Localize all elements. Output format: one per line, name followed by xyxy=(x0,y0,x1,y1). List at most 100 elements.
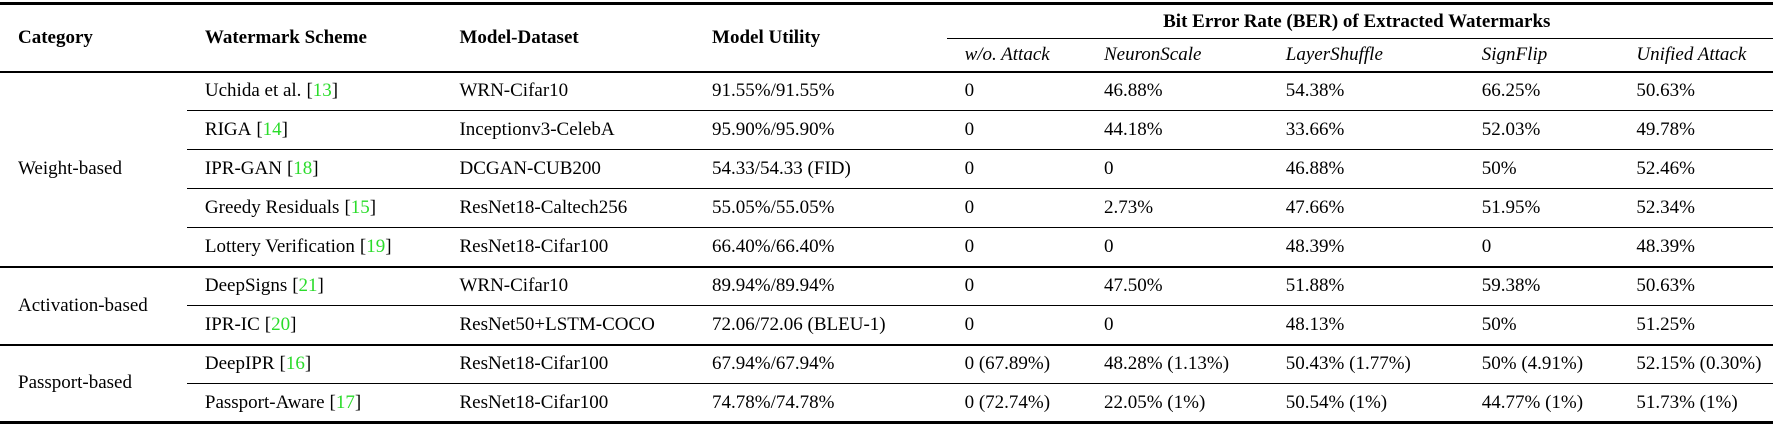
citation-number: 20 xyxy=(271,313,291,335)
column-header-category: Category xyxy=(0,3,187,73)
scheme-cell: RIGA [14] xyxy=(186,110,442,150)
citation-link[interactable]: [21] xyxy=(292,275,324,296)
scheme-name: IPR-IC xyxy=(204,313,260,335)
ber-neuronscale-cell: 0 xyxy=(1085,149,1268,189)
column-header-model-utility: Model Utility xyxy=(694,3,947,73)
bracket-close: ] xyxy=(331,80,339,102)
scheme-name: Uchida et al. xyxy=(204,80,302,102)
bracket-close: ] xyxy=(385,235,392,257)
model-utility-cell: 74.78%/74.78% xyxy=(694,383,947,423)
scheme-name: IPR-GAN xyxy=(204,158,282,179)
column-group-header-ber: Bit Error Rate (BER) of Extracted Waterm… xyxy=(946,3,1773,39)
table-row: Activation-based DeepSigns [21] WRN-Cifar… xyxy=(0,265,1773,345)
model-dataset-cell: WRN-Cifar10 xyxy=(441,265,695,306)
ber-unified-attack-cell: 50.63% xyxy=(1618,265,1773,306)
ber-signflip-cell: 50% xyxy=(1463,149,1619,189)
ber-signflip-cell: 44.77% (1%) xyxy=(1463,383,1619,423)
ber-unified-attack-cell: 51.25% xyxy=(1618,305,1773,345)
ber-wo-attack-cell: 0 (72.74%) xyxy=(946,383,1086,423)
bracket-close: ] xyxy=(317,275,324,297)
citation-number: 16 xyxy=(285,353,305,375)
ber-layershuffle-cell: 48.13% xyxy=(1267,305,1464,345)
model-utility-cell: 91.55%/91.55% xyxy=(694,70,947,111)
bracket-close: ] xyxy=(304,353,312,375)
model-dataset-cell: WRN-Cifar10 xyxy=(441,70,695,111)
column-header-signflip: SignFlip xyxy=(1463,38,1619,73)
ber-layershuffle-cell: 46.88% xyxy=(1267,149,1464,189)
ber-neuronscale-cell: 44.18% xyxy=(1085,110,1268,150)
ber-neuronscale-cell: 48.28% (1.13%) xyxy=(1085,343,1268,384)
ber-neuronscale-cell: 22.05% (1%) xyxy=(1085,383,1268,423)
ber-wo-attack-cell: 0 xyxy=(946,110,1086,150)
citation-number: 15 xyxy=(350,197,370,218)
model-dataset-cell: Inceptionv3-CelebA xyxy=(441,110,695,150)
citation-link[interactable]: [19] xyxy=(360,236,392,257)
ber-signflip-cell: 52.03% xyxy=(1463,110,1619,150)
citation-link[interactable]: [16] xyxy=(280,353,312,374)
model-dataset-cell: DCGAN-CUB200 xyxy=(441,149,695,189)
header-row-group: Category Watermark Scheme Model-Dataset … xyxy=(0,3,1773,73)
column-header-model-dataset: Model-Dataset xyxy=(441,3,695,73)
bracket-close: ] xyxy=(369,197,377,218)
citation-number: 19 xyxy=(366,235,386,257)
citation-link[interactable]: [13] xyxy=(306,80,338,101)
ber-layershuffle-cell: 48.39% xyxy=(1267,227,1464,267)
ber-unified-attack-cell: 48.39% xyxy=(1618,227,1773,267)
citation-link[interactable]: [15] xyxy=(344,197,376,218)
model-utility-cell: 89.94%/89.94% xyxy=(694,265,947,306)
watermark-ber-results-table: Category Watermark Scheme Model-Dataset … xyxy=(0,2,1773,424)
ber-neuronscale-cell: 47.50% xyxy=(1085,265,1268,306)
model-utility-cell: 72.06/72.06 (BLEU-1) xyxy=(694,305,947,345)
citation-link[interactable]: [17] xyxy=(330,392,362,413)
ber-unified-attack-cell: 52.15% (0.30%) xyxy=(1618,343,1773,384)
bracket-open: [ xyxy=(264,313,272,335)
citation-number: 17 xyxy=(335,391,355,413)
ber-layershuffle-cell: 50.43% (1.77%) xyxy=(1267,343,1464,384)
ber-signflip-cell: 50% xyxy=(1463,305,1619,345)
citation-number: 21 xyxy=(298,275,318,297)
model-dataset-cell: ResNet50+LSTM-COCO xyxy=(441,305,695,345)
table-body: Weight-based Uchida et al. [13] WRN-Cifar… xyxy=(0,70,1773,423)
model-utility-cell: 66.40%/66.40% xyxy=(694,227,947,267)
scheme-cell: Passport-Aware [17] xyxy=(186,383,442,423)
model-utility-cell: 54.33/54.33 (FID) xyxy=(694,149,947,189)
scheme-name: DeepSigns xyxy=(204,275,288,297)
citation-link[interactable]: [18] xyxy=(287,158,319,179)
scheme-name: Greedy Residuals xyxy=(204,197,340,218)
ber-unified-attack-cell: 50.63% xyxy=(1618,70,1773,111)
ber-wo-attack-cell: 0 xyxy=(946,265,1086,306)
bracket-open: [ xyxy=(359,235,367,257)
column-header-unified-attack: Unified Attack xyxy=(1618,38,1773,73)
model-dataset-cell: ResNet18-Cifar100 xyxy=(441,383,695,423)
citation-link[interactable]: [20] xyxy=(265,314,297,335)
column-header-watermark-scheme: Watermark Scheme xyxy=(186,3,442,73)
scheme-cell: Greedy Residuals [15] xyxy=(186,188,442,228)
table-row: IPR-IC [20] ResNet50+LSTM-COCO 72.06/72.0… xyxy=(0,305,1773,345)
scheme-cell: DeepIPR [16] xyxy=(186,343,442,384)
ber-unified-attack-cell: 49.78% xyxy=(1618,110,1773,150)
ber-layershuffle-cell: 50.54% (1%) xyxy=(1267,383,1464,423)
citation-number: 14 xyxy=(262,119,282,140)
ber-unified-attack-cell: 52.34% xyxy=(1618,188,1773,228)
table-row: IPR-GAN [18] DCGAN-CUB200 54.33/54.33 (FI… xyxy=(0,149,1773,189)
ber-layershuffle-cell: 47.66% xyxy=(1267,188,1464,228)
citation-link[interactable]: [14] xyxy=(256,119,288,140)
scheme-cell: Uchida et al. [13] xyxy=(186,70,442,111)
scheme-cell: IPR-GAN [18] xyxy=(186,149,442,189)
bracket-close: ] xyxy=(290,313,297,335)
bracket-close: ] xyxy=(281,119,288,140)
ber-signflip-cell: 51.95% xyxy=(1463,188,1619,228)
ber-signflip-cell: 0 xyxy=(1463,227,1619,267)
ber-layershuffle-cell: 33.66% xyxy=(1267,110,1464,150)
category-cell-passport-based: Passport-based xyxy=(0,343,187,423)
ber-unified-attack-cell: 52.46% xyxy=(1618,149,1773,189)
scheme-name: RIGA xyxy=(204,119,252,140)
column-header-wo-attack: w/o. Attack xyxy=(946,38,1086,73)
ber-signflip-cell: 59.38% xyxy=(1463,265,1619,306)
scheme-name: Lottery Verification xyxy=(204,235,355,257)
ber-layershuffle-cell: 54.38% xyxy=(1267,70,1464,111)
table-row: RIGA [14] Inceptionv3-CelebA 95.90%/95.90… xyxy=(0,110,1773,150)
ber-neuronscale-cell: 0 xyxy=(1085,305,1268,345)
bracket-open: [ xyxy=(279,353,286,375)
